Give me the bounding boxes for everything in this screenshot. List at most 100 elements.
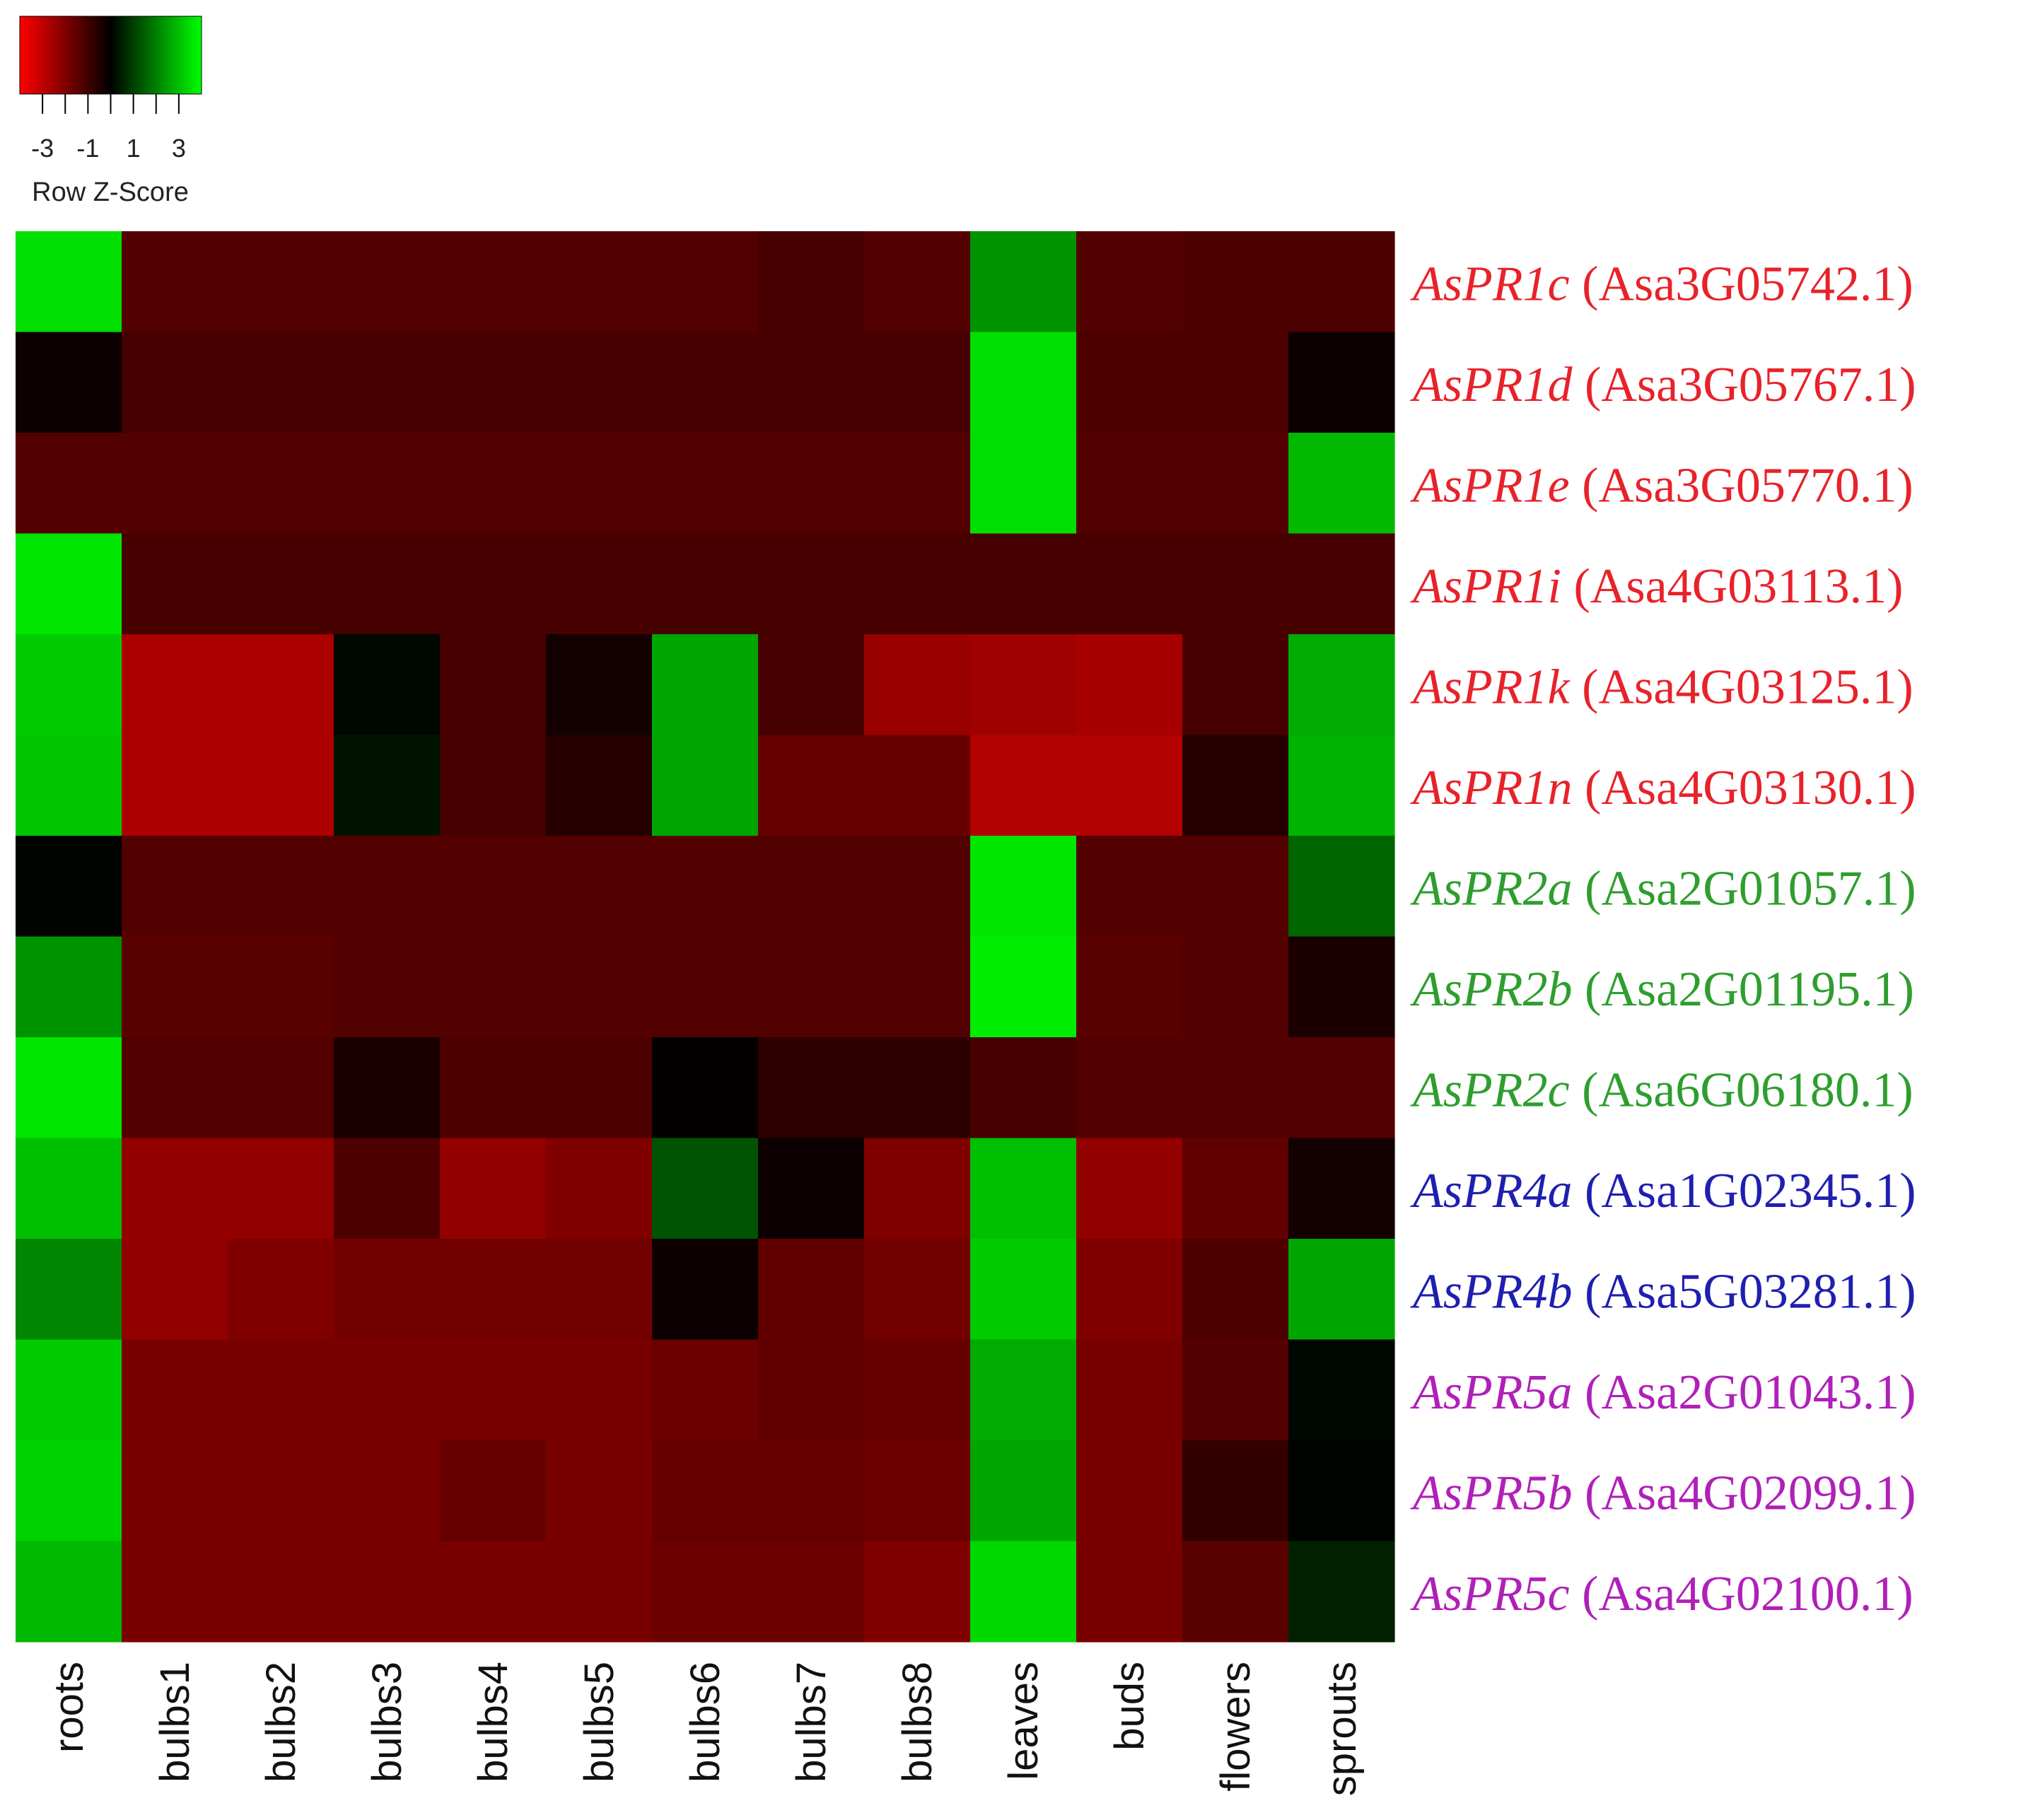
heatmap-cell xyxy=(758,1037,865,1139)
heatmap-cell xyxy=(334,735,441,836)
heatmap-cell xyxy=(758,332,865,433)
heatmap-cell xyxy=(122,1239,228,1341)
heatmap-cell xyxy=(970,1138,1077,1239)
heatmap-cell xyxy=(970,735,1077,836)
gene-id: (Asa3G05742.1) xyxy=(1570,257,1913,311)
heatmap-cell xyxy=(440,1037,547,1139)
heatmap-cell xyxy=(652,1541,759,1643)
heatmap-cell xyxy=(546,533,653,635)
heatmap-cell xyxy=(1182,1138,1289,1239)
row-label: AsPR2b (Asa2G01195.1) xyxy=(1410,962,1914,1017)
heatmap-cell xyxy=(1288,1339,1395,1441)
heatmap-cell xyxy=(652,1339,759,1441)
heatmap-cell xyxy=(864,1239,971,1341)
heatmap-cell xyxy=(122,1541,228,1643)
gene-name: AsPR1d xyxy=(1410,358,1573,412)
heatmap-cell xyxy=(16,332,122,433)
heatmap-cell xyxy=(16,1037,122,1139)
heatmap-cell xyxy=(122,836,228,938)
heatmap-cell xyxy=(546,1138,653,1239)
heatmap-cell xyxy=(1182,1440,1289,1542)
heatmap-cell xyxy=(228,1440,334,1542)
heatmap-cell xyxy=(546,634,653,736)
heatmap-cell xyxy=(1182,836,1289,938)
heatmap-cell xyxy=(758,936,865,1038)
heatmap-cell xyxy=(1182,332,1289,433)
row-label: AsPR4b (Asa5G03281.1) xyxy=(1410,1264,1916,1319)
heatmap-cell xyxy=(1288,1541,1395,1643)
heatmap-cell xyxy=(122,231,228,333)
heatmap-cell xyxy=(1288,1037,1395,1139)
color-key-title: Row Z-Score xyxy=(32,177,189,207)
heatmap-cell xyxy=(864,1339,971,1441)
heatmap-cell xyxy=(758,634,865,736)
row-label: AsPR4a (Asa1G02345.1) xyxy=(1410,1164,1916,1218)
heatmap-cell xyxy=(228,735,334,836)
gene-id: (Asa2G01057.1) xyxy=(1573,861,1916,916)
gene-id: (Asa4G02100.1) xyxy=(1570,1567,1913,1621)
heatmap-cell xyxy=(970,1541,1077,1643)
heatmap-cell xyxy=(16,634,122,736)
gene-id: (Asa3G05767.1) xyxy=(1573,358,1916,412)
heatmap-cell xyxy=(652,332,759,433)
heatmap-cell xyxy=(652,735,759,836)
heatmap-cell xyxy=(334,634,441,736)
heatmap-cell xyxy=(652,433,759,535)
heatmap-cell xyxy=(228,1339,334,1441)
heatmap-cell xyxy=(440,936,547,1038)
column-label: bulbs5 xyxy=(576,1662,622,1783)
heatmap-cell xyxy=(652,1440,759,1542)
heatmap-cell xyxy=(334,231,441,333)
heatmap-cells xyxy=(16,231,1395,1643)
heatmap-cell xyxy=(122,533,228,635)
gene-name: AsPR5b xyxy=(1410,1466,1573,1520)
row-label: AsPR1i (Asa4G03113.1) xyxy=(1410,559,1903,614)
heatmap-cell xyxy=(122,332,228,433)
heatmap-cell xyxy=(1288,231,1395,333)
heatmap-cell xyxy=(228,1037,334,1139)
heatmap-cell xyxy=(1076,332,1183,433)
heatmap-cell xyxy=(228,1138,334,1239)
heatmap-cell xyxy=(1288,433,1395,535)
color-key-ticks: -3 -1 1 3 xyxy=(31,94,186,163)
heatmap-cell xyxy=(1076,1440,1183,1542)
heatmap-cell xyxy=(1076,1037,1183,1139)
gene-name: AsPR4a xyxy=(1410,1164,1573,1218)
heatmap-cell xyxy=(546,1339,653,1441)
heatmap-cell xyxy=(1076,936,1183,1038)
heatmap-cell xyxy=(440,634,547,736)
gene-id: (Asa3G05770.1) xyxy=(1570,458,1913,513)
heatmap-cell xyxy=(970,1037,1077,1139)
heatmap-cell xyxy=(970,1339,1077,1441)
heatmap-cell xyxy=(1182,634,1289,736)
row-labels: AsPR1c (Asa3G05742.1) AsPR1d (Asa3G05767.… xyxy=(1410,257,1916,1621)
column-label: bulbs4 xyxy=(470,1662,516,1783)
heatmap-cell xyxy=(970,1440,1077,1542)
color-key-gradient xyxy=(19,16,202,95)
heatmap-cell xyxy=(440,1541,547,1643)
heatmap-cell xyxy=(122,634,228,736)
heatmap-cell xyxy=(1076,735,1183,836)
heatmap-cell xyxy=(970,936,1077,1038)
heatmap-cell xyxy=(1288,332,1395,433)
heatmap-cell xyxy=(122,936,228,1038)
heatmap-cell xyxy=(652,533,759,635)
heatmap-cell xyxy=(546,1239,653,1341)
heatmap-cell xyxy=(970,231,1077,333)
heatmap-cell xyxy=(546,936,653,1038)
heatmap-cell xyxy=(1182,231,1289,333)
heatmap-cell xyxy=(440,1339,547,1441)
heatmap-cell xyxy=(864,634,971,736)
heatmap-cell xyxy=(228,533,334,635)
row-label: AsPR5c (Asa4G02100.1) xyxy=(1410,1567,1913,1621)
heatmap-cell xyxy=(1288,634,1395,736)
heatmap-cell xyxy=(864,836,971,938)
color-key: -3 -1 1 3 Row Z-Score xyxy=(19,16,202,207)
heatmap-cell xyxy=(16,1339,122,1441)
heatmap-cell xyxy=(652,1239,759,1341)
heatmap-cell xyxy=(122,433,228,535)
heatmap-cell xyxy=(440,433,547,535)
heatmap-cell xyxy=(440,836,547,938)
column-label: buds xyxy=(1107,1662,1153,1751)
